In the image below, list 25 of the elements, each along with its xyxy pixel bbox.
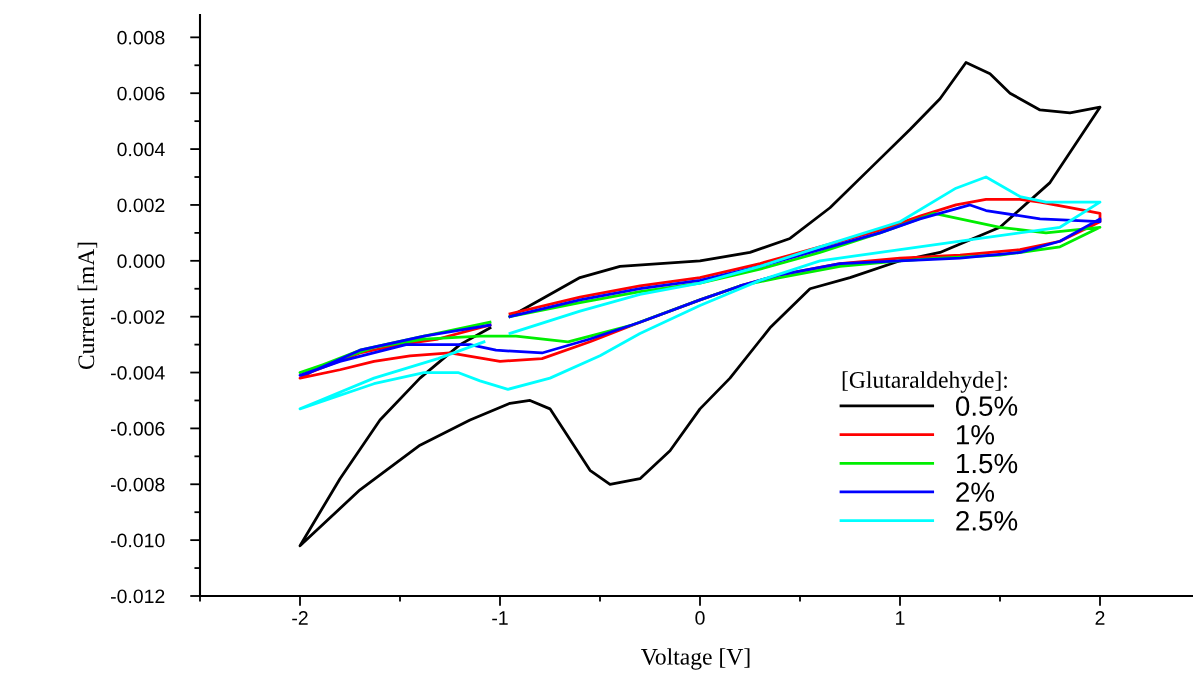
y-tick-label: 0.008 xyxy=(117,30,165,45)
legend-label: 1% xyxy=(957,425,995,445)
y-tick-label: -0.006 xyxy=(111,421,165,436)
legend-label: 1.5% xyxy=(957,453,1018,474)
x-tick-label: 2 xyxy=(1095,611,1105,625)
x-tick-label: 0 xyxy=(695,611,705,625)
legend-label: 0.5% xyxy=(955,396,1018,416)
y-tick-label: 0.006 xyxy=(117,86,165,101)
y-tick-label: 0.004 xyxy=(117,142,165,157)
x-axis-title: Voltage [V] xyxy=(641,648,750,670)
x-tick-label: -2 xyxy=(292,611,308,625)
legend-label: 2.5% xyxy=(956,510,1018,531)
x-tick-label: 1 xyxy=(896,611,905,625)
y-tick-label: 0.002 xyxy=(117,198,165,213)
y-tick-label: -0.012 xyxy=(111,589,165,604)
legend-label: 2% xyxy=(956,482,995,502)
y-tick-label: -0.004 xyxy=(111,366,165,380)
legend-title: [Glutaraldehyde]: xyxy=(842,371,1007,393)
line-series xyxy=(298,61,1102,548)
x-tick-label: -1 xyxy=(492,611,508,625)
y-tick-label: -0.002 xyxy=(111,310,165,324)
y-axis-title: Current [mA] xyxy=(77,242,98,370)
y-tick-label: -0.008 xyxy=(111,477,165,492)
y-tick-label: 0.000 xyxy=(117,254,165,269)
y-tick-label: -0.010 xyxy=(111,533,165,548)
